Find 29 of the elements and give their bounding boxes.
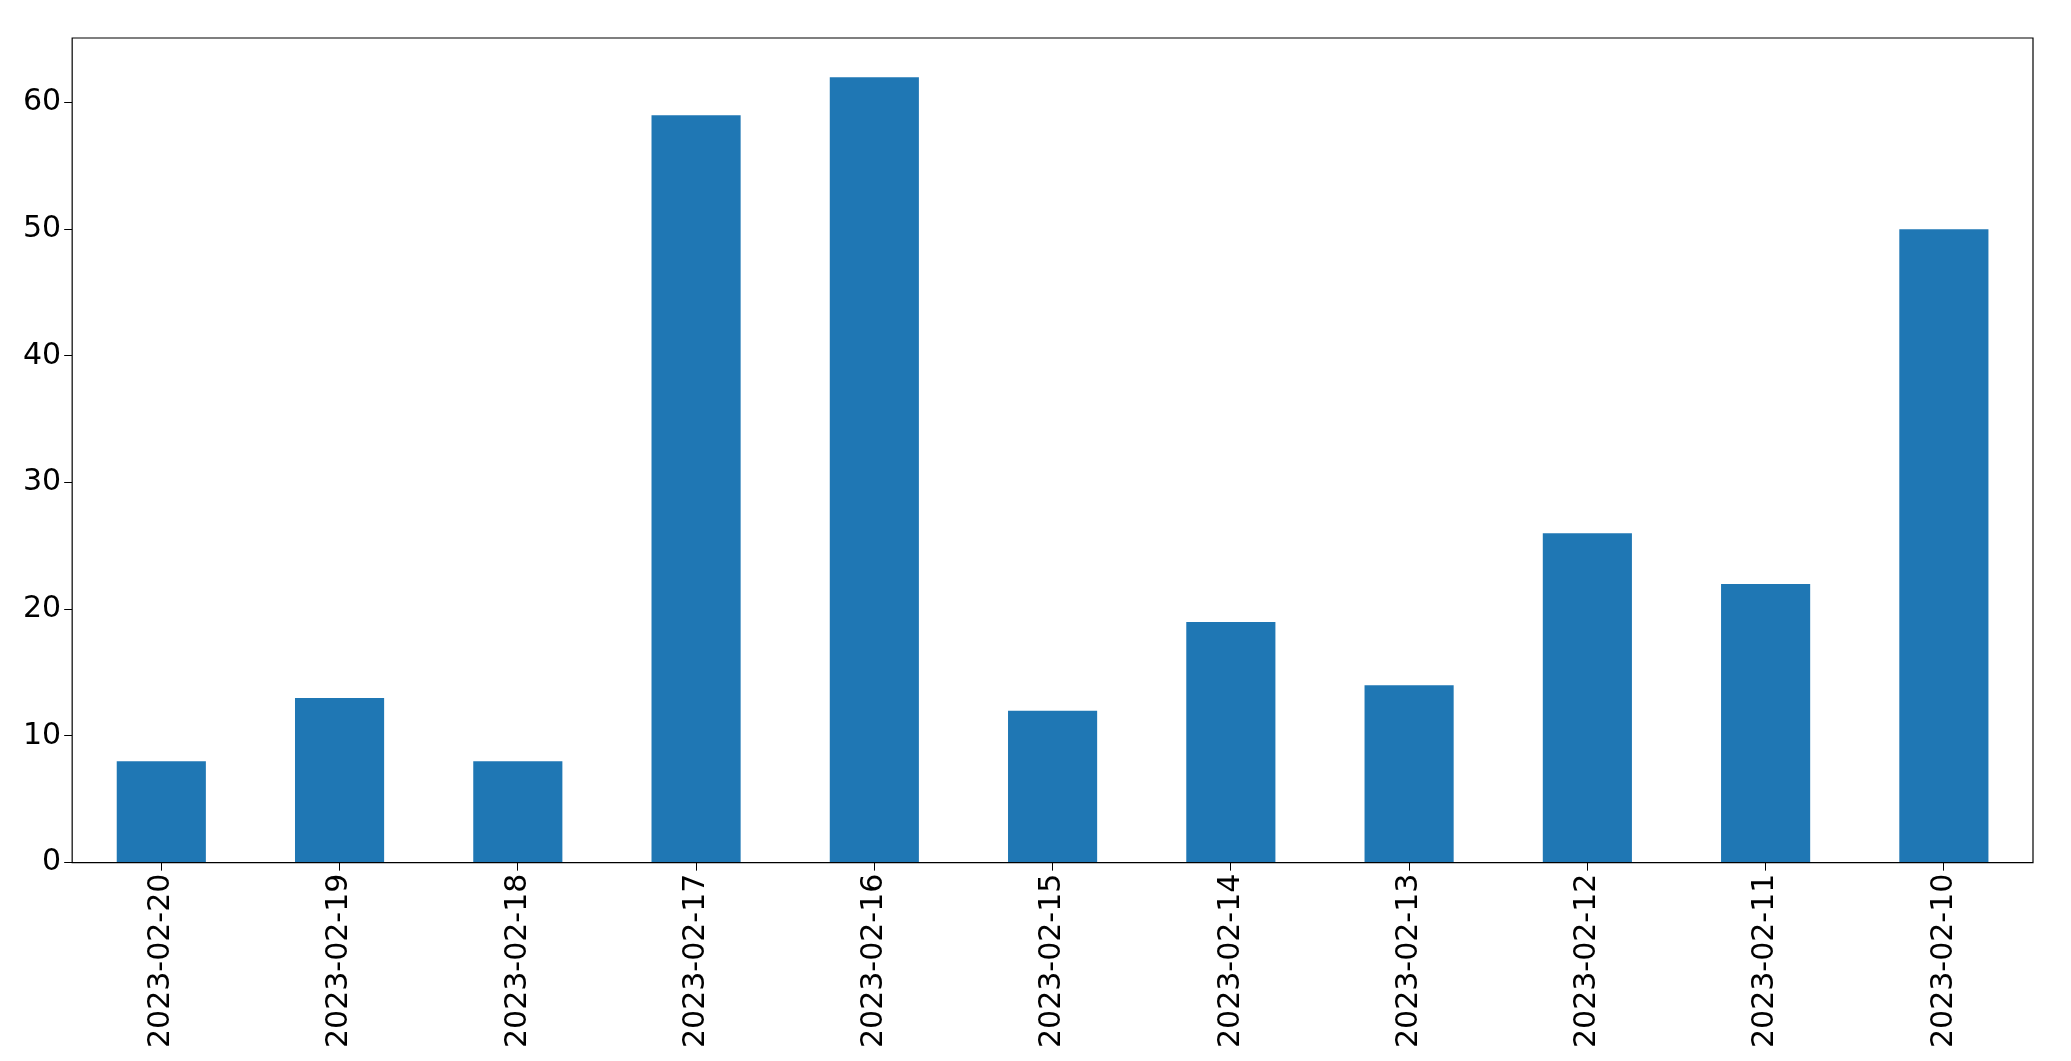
bar — [1721, 583, 1811, 863]
y-tick-label: 10 — [22, 715, 62, 751]
y-tick-label: 20 — [22, 589, 62, 625]
x-tick-label: 2023-02-10 — [1923, 873, 1959, 1049]
bar — [1186, 621, 1276, 863]
bar — [116, 761, 206, 863]
x-tick-label: 2023-02-13 — [1388, 873, 1424, 1049]
bar — [1899, 229, 1989, 863]
x-tick-label: 2023-02-11 — [1745, 873, 1781, 1049]
x-tick-label: 2023-02-17 — [675, 873, 711, 1049]
y-tick-label: 30 — [22, 462, 62, 498]
x-tick-label: 2023-02-12 — [1567, 873, 1603, 1049]
x-tick-label: 2023-02-14 — [1210, 873, 1246, 1049]
bar — [295, 697, 385, 863]
x-tick-label: 2023-02-20 — [141, 873, 177, 1049]
y-tick-label: 40 — [22, 335, 62, 371]
x-tick-label: 2023-02-19 — [319, 873, 355, 1049]
x-tick-label: 2023-02-15 — [1032, 873, 1068, 1049]
y-tick-label: 0 — [42, 842, 62, 878]
y-tick-label: 50 — [22, 209, 62, 245]
bar — [829, 77, 919, 863]
bar — [1364, 685, 1454, 863]
bar — [1542, 533, 1632, 863]
bar — [1008, 710, 1098, 863]
x-tick-label: 2023-02-18 — [497, 873, 533, 1049]
y-tick-label: 60 — [22, 82, 62, 118]
x-tick-label: 2023-02-16 — [854, 873, 890, 1049]
bar — [651, 115, 741, 863]
bar — [473, 761, 563, 863]
